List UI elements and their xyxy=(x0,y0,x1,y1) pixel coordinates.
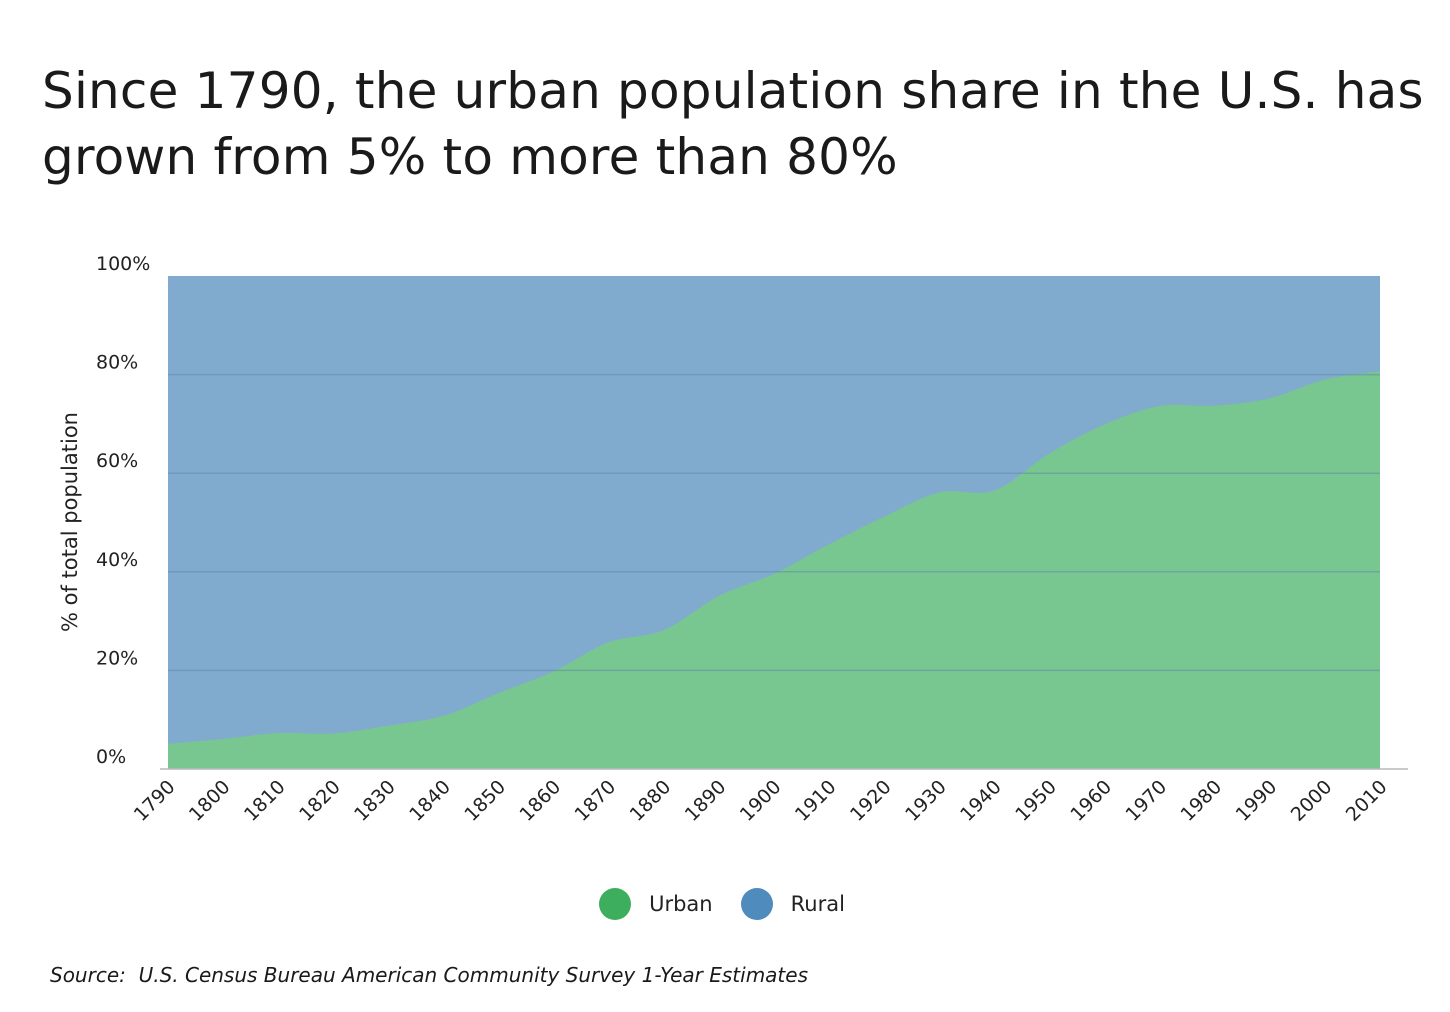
x-tick-label: 1800 xyxy=(185,776,235,826)
x-tick-label: 1830 xyxy=(350,776,400,826)
y-tick-label: 20% xyxy=(96,647,138,669)
x-tick-label: 1850 xyxy=(460,776,510,826)
y-tick-label: 80% xyxy=(96,352,138,374)
y-tick-label: 40% xyxy=(96,549,138,571)
x-tick-label: 1990 xyxy=(1232,776,1282,826)
x-tick-label: 1910 xyxy=(791,776,841,826)
x-tick-label: 1920 xyxy=(846,776,896,826)
y-tick-label: 0% xyxy=(96,746,126,768)
source-note: Source: U.S. Census Bureau American Comm… xyxy=(50,963,808,987)
series-area-urban xyxy=(168,371,1380,769)
legend-label-urban: Urban xyxy=(649,892,713,916)
legend: Urban Rural xyxy=(0,888,1450,920)
y-tick-label: 60% xyxy=(96,450,138,472)
x-tick-label: 2000 xyxy=(1287,776,1337,826)
x-tick-label: 1880 xyxy=(626,776,676,826)
x-tick-label: 1950 xyxy=(1011,776,1061,826)
y-tick-label: 100% xyxy=(96,253,150,275)
legend-swatch-rural xyxy=(740,888,773,920)
x-tick-label: 1860 xyxy=(515,776,565,826)
x-tick-label: 1970 xyxy=(1121,776,1171,826)
legend-swatch-urban xyxy=(599,888,632,920)
x-tick-label: 1900 xyxy=(736,776,786,826)
y-axis-title: % of total population xyxy=(58,412,82,632)
y-axis-ticks: 0% 20% 40% 60% 80% 100% xyxy=(96,253,150,768)
legend-item-rural[interactable]: Rural xyxy=(740,888,845,920)
x-tick-label: 1960 xyxy=(1066,776,1116,826)
x-tick-label: 1820 xyxy=(295,776,345,826)
chart-title: Since 1790, the urban population share i… xyxy=(42,62,1424,186)
plot-areas xyxy=(168,276,1380,769)
legend-label-rural: Rural xyxy=(790,892,845,916)
x-tick-label: 2010 xyxy=(1342,776,1392,826)
legend-item-urban[interactable]: Urban xyxy=(599,888,713,920)
x-axis-ticks: 1790 1800 1810 1820 1830 1840 1850 1860 1870 1880… xyxy=(130,776,1392,826)
x-tick-label: 1870 xyxy=(571,776,621,826)
x-tick-label: 1940 xyxy=(956,776,1006,826)
x-tick-label: 1840 xyxy=(405,776,455,826)
x-tick-label: 1890 xyxy=(681,776,731,826)
x-tick-label: 1980 xyxy=(1177,776,1227,826)
x-tick-label: 1930 xyxy=(901,776,951,826)
x-tick-label: 1810 xyxy=(240,776,290,826)
grid-lines xyxy=(168,373,1380,672)
area-chart: 0%20%40%60%80%100% 1790 1800 1810 1820 1830 1… xyxy=(58,253,1408,826)
x-tick-label: 1790 xyxy=(130,776,180,826)
